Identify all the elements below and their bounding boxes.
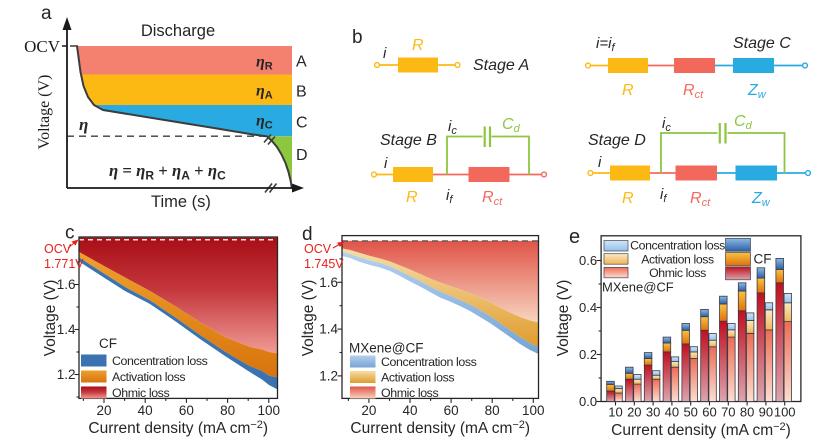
svg-text:Stage D: Stage D <box>588 132 646 149</box>
svg-text:20: 20 <box>96 403 111 418</box>
svg-text:40: 40 <box>402 403 417 418</box>
svg-text:Activation loss: Activation loss <box>112 370 185 384</box>
svg-text:OCV: OCV <box>24 37 61 56</box>
svg-text:40: 40 <box>665 405 679 420</box>
svg-text:Stage A: Stage A <box>473 57 529 74</box>
svg-text:R: R <box>406 189 418 206</box>
svg-text:80: 80 <box>220 403 235 418</box>
svg-text:1.771V: 1.771V <box>44 257 84 271</box>
svg-text:i: i <box>598 154 602 171</box>
svg-text:e: e <box>569 226 580 248</box>
svg-text:Discharge: Discharge <box>141 22 215 40</box>
svg-text:Voltage (V): Voltage (V) <box>42 280 59 357</box>
svg-text:0.4: 0.4 <box>579 300 597 315</box>
svg-text:Ohmic loss: Ohmic loss <box>649 266 706 280</box>
svg-text:80: 80 <box>485 403 500 418</box>
svg-text:100: 100 <box>258 403 281 418</box>
svg-text:if: if <box>660 186 667 205</box>
svg-text:CF: CF <box>754 251 772 266</box>
svg-text:40: 40 <box>138 403 153 418</box>
svg-text:A: A <box>296 54 307 71</box>
svg-text:Stage B: Stage B <box>380 132 437 149</box>
svg-text:D: D <box>296 147 308 164</box>
svg-text:B: B <box>296 84 307 101</box>
svg-text:1.2: 1.2 <box>319 368 338 383</box>
svg-text:Concentration loss: Concentration loss <box>630 239 725 253</box>
svg-text:ic: ic <box>662 115 671 134</box>
svg-text:1.6: 1.6 <box>319 275 338 290</box>
svg-text:60: 60 <box>702 405 716 420</box>
svg-text:Ohmic loss: Ohmic loss <box>112 386 169 400</box>
svg-text:20: 20 <box>361 403 376 418</box>
svg-text:50: 50 <box>683 405 697 420</box>
svg-text:100: 100 <box>774 405 796 420</box>
svg-text:60: 60 <box>444 403 459 418</box>
svg-text:1.4: 1.4 <box>57 322 76 337</box>
svg-text:1.6: 1.6 <box>57 277 76 292</box>
svg-text:1.745V: 1.745V <box>304 257 344 271</box>
svg-text:Current density (mA cm−2): Current density (mA cm−2) <box>88 419 268 437</box>
svg-text:η = ηR + ηA + ηC: η = ηR + ηA + ηC <box>109 161 226 183</box>
svg-text:b: b <box>352 27 363 48</box>
svg-text:20: 20 <box>627 405 641 420</box>
svg-text:MXene@CF: MXene@CF <box>349 341 423 356</box>
svg-text:Concentration loss: Concentration loss <box>381 355 477 369</box>
svg-text:a: a <box>41 3 52 24</box>
svg-text:1.4: 1.4 <box>319 322 338 337</box>
svg-text:Stage C: Stage C <box>733 35 791 52</box>
svg-text:i=if: i=if <box>596 35 615 54</box>
svg-text:1.2: 1.2 <box>57 367 76 382</box>
svg-text:0.0: 0.0 <box>579 394 597 409</box>
svg-text:η: η <box>79 115 88 134</box>
svg-text:70: 70 <box>721 405 735 420</box>
svg-text:C: C <box>296 115 308 132</box>
svg-text:Concentration loss: Concentration loss <box>112 354 208 368</box>
svg-text:if: if <box>446 187 453 206</box>
svg-text:60: 60 <box>179 403 194 418</box>
svg-text:c: c <box>65 223 75 244</box>
svg-text:ic: ic <box>448 118 457 137</box>
svg-text:CF: CF <box>99 336 117 351</box>
svg-text:Activation loss: Activation loss <box>381 371 454 385</box>
svg-text:0.6: 0.6 <box>579 253 597 268</box>
svg-text:R: R <box>622 82 634 99</box>
svg-text:Ohmic loss: Ohmic loss <box>381 386 438 400</box>
svg-text:Voltage (V): Voltage (V) <box>36 75 53 150</box>
svg-text:i: i <box>384 155 388 172</box>
svg-text:Activation loss: Activation loss <box>641 252 714 266</box>
svg-text:Voltage (V): Voltage (V) <box>300 280 317 357</box>
svg-text:R: R <box>622 190 634 207</box>
svg-text:OCV: OCV <box>304 242 332 256</box>
svg-text:0.2: 0.2 <box>579 347 597 362</box>
svg-text:MXene@CF: MXene@CF <box>602 280 674 295</box>
svg-text:d: d <box>302 224 313 245</box>
svg-text:Current density (mA cm−2): Current density (mA cm−2) <box>350 419 530 437</box>
svg-text:80: 80 <box>740 405 754 420</box>
svg-text:Voltage (V): Voltage (V) <box>555 280 572 357</box>
svg-text:30: 30 <box>646 405 660 420</box>
svg-text:10: 10 <box>608 405 622 420</box>
svg-text:Current density (mA cm−2): Current density (mA cm−2) <box>611 421 791 439</box>
svg-text:100: 100 <box>522 403 545 418</box>
svg-text:Time (s): Time (s) <box>151 193 211 211</box>
svg-text:R: R <box>412 37 424 54</box>
svg-text:i: i <box>383 45 387 62</box>
svg-text:OCV: OCV <box>44 242 72 256</box>
svg-text:90: 90 <box>759 405 773 420</box>
